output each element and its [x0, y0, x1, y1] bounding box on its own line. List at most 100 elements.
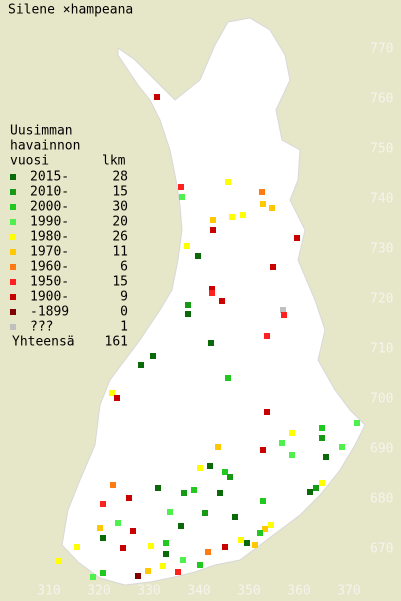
observation [179, 194, 185, 200]
observation [210, 227, 216, 233]
observation [252, 542, 258, 548]
y-tick-label: 700 [370, 392, 393, 407]
observation [264, 333, 270, 339]
legend-count: 20 [112, 215, 128, 230]
observation [260, 201, 266, 207]
observation [225, 375, 231, 381]
observation [145, 568, 151, 574]
y-tick-label: 770 [370, 42, 393, 57]
observation [178, 184, 184, 190]
observation [269, 205, 275, 211]
observation [202, 510, 208, 516]
observation [175, 569, 181, 575]
observation [210, 217, 216, 223]
observation [215, 444, 221, 450]
legend-count: 28 [112, 170, 128, 185]
legend-label: ??? [30, 320, 53, 335]
observation [148, 543, 154, 549]
observation [180, 557, 186, 563]
observation [138, 362, 144, 368]
observation [209, 286, 215, 292]
x-tick-label: 340 [187, 584, 210, 599]
x-tick-label: 370 [337, 584, 360, 599]
x-tick-label: 320 [87, 584, 110, 599]
observation [207, 463, 213, 469]
y-tick-label: 670 [370, 542, 393, 557]
title: Silene ×hampeana [8, 3, 133, 18]
y-tick-label: 680 [370, 492, 393, 507]
legend-count: 30 [112, 200, 128, 215]
observation [130, 528, 136, 534]
observation [135, 573, 141, 579]
legend-swatch [10, 219, 16, 225]
legend-heading: havainnon [10, 139, 80, 154]
observation [208, 340, 214, 346]
x-tick-label: 360 [287, 584, 310, 599]
legend-label: 2000- [30, 200, 69, 215]
legend-heading: Uusimman [10, 124, 73, 139]
observation [90, 574, 96, 580]
observation [262, 526, 268, 532]
legend-swatch [10, 234, 16, 240]
observation [167, 509, 173, 515]
legend-count: 9 [120, 290, 128, 305]
observation [264, 409, 270, 415]
observation [281, 312, 287, 318]
observation [115, 520, 121, 526]
observation [197, 562, 203, 568]
observation [232, 514, 238, 520]
legend-label: -1899 [30, 305, 69, 320]
observation [268, 522, 274, 528]
observation [270, 264, 276, 270]
legend-swatch [10, 294, 16, 300]
legend-label: 2015- [30, 170, 69, 185]
observation [289, 452, 295, 458]
legend-label: 2010- [30, 185, 69, 200]
y-tick-label: 760 [370, 92, 393, 107]
observation [339, 444, 345, 450]
legend-swatch [10, 249, 16, 255]
observation [257, 530, 263, 536]
observation [74, 544, 80, 550]
observation [184, 243, 190, 249]
observation [154, 94, 160, 100]
observation [205, 549, 211, 555]
legend-column: vuosi [10, 154, 49, 169]
legend-total-label: Yhteensä [12, 335, 75, 350]
x-tick-label: 350 [237, 584, 260, 599]
observation [227, 474, 233, 480]
observation [260, 447, 266, 453]
legend-swatch [10, 204, 16, 210]
observation [150, 353, 156, 359]
observation [222, 544, 228, 550]
observation [110, 482, 116, 488]
observation [155, 485, 161, 491]
x-tick-label: 330 [137, 584, 160, 599]
legend-label: 1980- [30, 230, 69, 245]
observation [279, 440, 285, 446]
observation [323, 454, 329, 460]
observation [289, 430, 295, 436]
observation [307, 489, 313, 495]
observation [97, 525, 103, 531]
observation [100, 535, 106, 541]
legend-count: 11 [112, 245, 128, 260]
legend-count: 15 [112, 275, 128, 290]
y-tick-label: 710 [370, 342, 393, 357]
observation [191, 487, 197, 493]
observation [55, 558, 61, 564]
observation [354, 420, 360, 426]
ticks: 310 320 330 340 350 360 3706706806907007107207… [37, 42, 393, 599]
observation [160, 563, 166, 569]
legend-count: 26 [112, 230, 128, 245]
y-tick-label: 720 [370, 292, 393, 307]
legend-label: 1950- [30, 275, 69, 290]
observation [222, 469, 228, 475]
legend: 2015- 28 2010- 15 2000- 30 1990- 20 1980- 26 1970-… [10, 170, 128, 350]
y-tick-label: 750 [370, 142, 393, 157]
legend-swatch [10, 309, 16, 315]
observations [55, 94, 360, 580]
y-tick-label: 730 [370, 242, 393, 257]
observation [109, 390, 115, 396]
